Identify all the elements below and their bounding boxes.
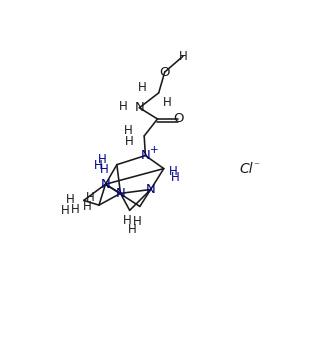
Text: O: O	[159, 65, 170, 79]
Text: H: H	[125, 135, 134, 148]
Text: H: H	[124, 124, 132, 137]
Text: H: H	[85, 191, 94, 204]
Text: H: H	[94, 159, 103, 173]
Text: N: N	[134, 101, 144, 114]
Text: ⁻: ⁻	[253, 161, 259, 171]
Text: H: H	[83, 200, 92, 214]
Text: H: H	[100, 163, 108, 176]
Text: H: H	[71, 203, 79, 216]
Text: H: H	[163, 96, 172, 109]
Text: H: H	[133, 215, 142, 228]
Text: Cl: Cl	[239, 162, 252, 176]
Text: H: H	[137, 81, 146, 94]
Text: H: H	[169, 165, 178, 178]
Text: O: O	[173, 113, 183, 125]
Text: H: H	[178, 50, 187, 63]
Text: H: H	[122, 214, 131, 227]
Text: N: N	[116, 187, 125, 200]
Text: H: H	[61, 204, 70, 217]
Text: H: H	[66, 194, 74, 206]
Text: N: N	[140, 149, 150, 162]
Text: H: H	[128, 223, 136, 236]
Text: H: H	[119, 100, 128, 113]
Text: +: +	[150, 145, 159, 155]
Text: H: H	[97, 154, 106, 166]
Text: H: H	[171, 171, 179, 184]
Text: N: N	[100, 178, 110, 191]
Text: N: N	[146, 183, 156, 196]
